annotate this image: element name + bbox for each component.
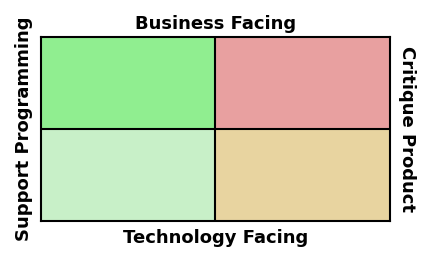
X-axis label: Technology Facing: Technology Facing: [123, 229, 307, 247]
Bar: [215, 37, 389, 129]
Bar: [215, 129, 389, 221]
Bar: [41, 129, 215, 221]
Bar: [41, 37, 215, 129]
Title: Business Facing: Business Facing: [135, 15, 295, 33]
Y-axis label: Critique Product: Critique Product: [397, 46, 415, 212]
Y-axis label: Support Programming: Support Programming: [15, 17, 33, 241]
